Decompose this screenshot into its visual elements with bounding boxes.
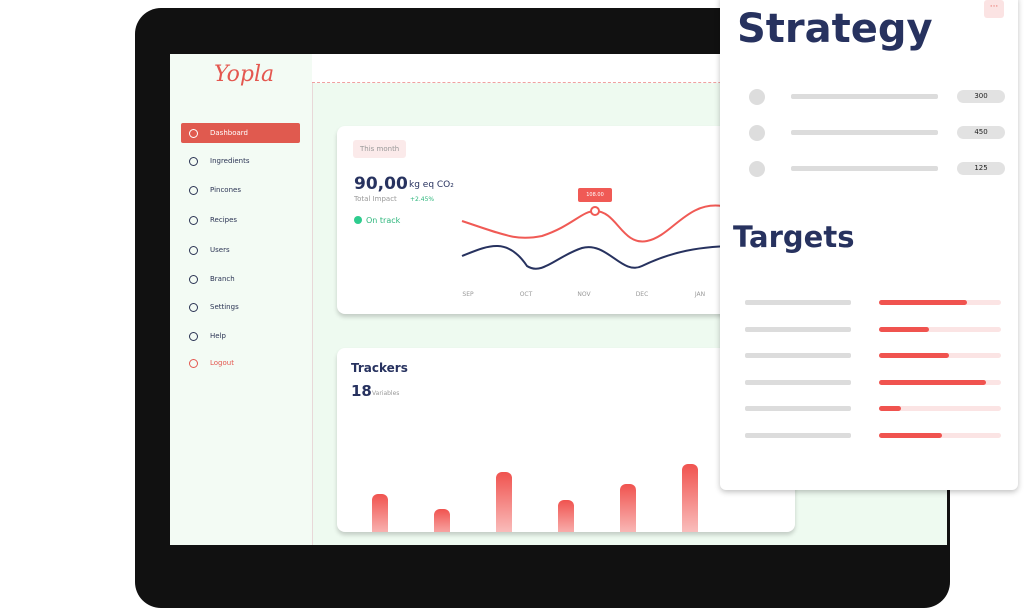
nav-item[interactable]: Branch xyxy=(181,269,300,289)
row-bar xyxy=(791,94,938,99)
bar xyxy=(620,484,636,532)
month-label: OCT xyxy=(520,291,533,298)
nav-label: Help xyxy=(210,332,226,340)
row-dot xyxy=(749,161,765,177)
nav-item[interactable]: Recipes xyxy=(181,210,300,230)
target-fill xyxy=(879,300,967,305)
strategy-title: Strategy xyxy=(737,6,933,52)
nav-icon xyxy=(189,156,198,166)
tooltip-text: 108.00 xyxy=(586,192,604,198)
target-track xyxy=(879,432,1001,438)
menu-button[interactable]: ··· xyxy=(984,0,1004,18)
filter[interactable]: This month xyxy=(353,140,407,158)
target-track xyxy=(879,406,1001,411)
target-fill xyxy=(879,353,949,358)
nav-icon xyxy=(189,185,198,195)
status: On track xyxy=(366,216,401,225)
trackers-card: Trackers 18 Variables 00040812141618 xyxy=(337,348,795,532)
nav-item[interactable]: Dashboard xyxy=(181,123,300,143)
nav-icon xyxy=(189,245,198,255)
strategy-panel: ··· Strategy Targets 300 450 125 xyxy=(720,0,1018,490)
trackers-chart: 00040812141618 xyxy=(372,464,698,532)
impact-card: This month 90,00 kg eq CO₂ Total Impact … xyxy=(337,126,757,314)
impact-unit: kg eq CO₂ xyxy=(409,180,454,190)
row-value: 125 xyxy=(957,162,1005,175)
nav-label: Branch xyxy=(210,275,235,283)
target-fill xyxy=(879,406,901,411)
target-fill xyxy=(879,432,943,438)
target-label xyxy=(745,432,851,438)
target-track xyxy=(879,379,1001,385)
row-value: 450 xyxy=(957,126,1005,139)
bar xyxy=(496,472,512,532)
nav-item[interactable]: Pincones xyxy=(181,180,300,200)
nav-label: Recipes xyxy=(210,216,238,224)
nav-icon xyxy=(189,302,198,312)
target-fill xyxy=(879,379,987,385)
nav-item[interactable]: Logout xyxy=(181,353,300,373)
row-dot xyxy=(749,89,765,105)
nav-label: Pincones xyxy=(210,186,241,194)
impact-value: 90,00 xyxy=(354,174,408,194)
target-track xyxy=(879,353,1001,358)
months: SEP OCT NOV DEC JAN xyxy=(462,291,705,298)
nav-item[interactable]: Ingredients xyxy=(181,151,300,171)
nav-label: Settings xyxy=(210,303,239,311)
impact-change: +2.45% xyxy=(410,196,435,203)
month-label: DEC xyxy=(636,291,649,298)
row-bar xyxy=(791,130,938,135)
target-track xyxy=(879,326,1001,332)
nav-icon xyxy=(189,128,198,138)
nav-icon xyxy=(189,274,198,284)
row-dot xyxy=(749,125,765,141)
sidebar: Yopla Dashboard Ingredients Pincones Recipe… xyxy=(170,54,313,545)
tooltip xyxy=(578,188,612,202)
nav-item[interactable]: Users xyxy=(181,240,300,260)
row-bar xyxy=(791,166,938,171)
impact-chart: 108.00 SEP OCT NOV DEC JAN xyxy=(461,188,757,298)
status-dot xyxy=(354,216,362,224)
bar xyxy=(558,500,574,532)
tooltip-point xyxy=(590,206,600,216)
row-value: 300 xyxy=(957,90,1005,103)
target-label xyxy=(745,300,851,305)
bar xyxy=(372,494,388,532)
trackers-count: 18 xyxy=(351,382,372,400)
nav-item[interactable]: Help xyxy=(181,326,300,346)
month-label: JAN xyxy=(694,291,705,298)
nav-label: Ingredients xyxy=(210,157,250,165)
nav-label: Logout xyxy=(210,359,234,367)
nav-icon xyxy=(189,358,198,368)
month-label: NOV xyxy=(577,291,591,298)
page: Yopla Dashboard Ingredients Pincones Recipe… xyxy=(135,0,1018,608)
trackers-count-label: Variables xyxy=(372,390,400,397)
baseline-line xyxy=(461,244,757,270)
bar xyxy=(434,509,450,532)
target-track xyxy=(879,300,1001,305)
impact-line xyxy=(461,204,757,243)
target-label xyxy=(745,379,851,385)
month-label: SEP xyxy=(462,291,474,298)
nav-icon xyxy=(189,331,198,341)
trackers-title: Trackers xyxy=(351,361,408,375)
target-label xyxy=(745,406,851,411)
target-fill xyxy=(879,326,930,332)
brand: Yopla xyxy=(214,62,275,87)
nav-label: Users xyxy=(210,246,230,254)
target-label xyxy=(745,326,851,332)
nav-label: Dashboard xyxy=(210,129,248,137)
targets-title: Targets xyxy=(733,220,855,254)
nav-item[interactable]: Settings xyxy=(181,297,300,317)
nav-icon xyxy=(189,215,198,225)
target-label xyxy=(745,353,851,358)
bar xyxy=(682,464,698,532)
impact-subtitle: Total Impact xyxy=(354,195,397,203)
